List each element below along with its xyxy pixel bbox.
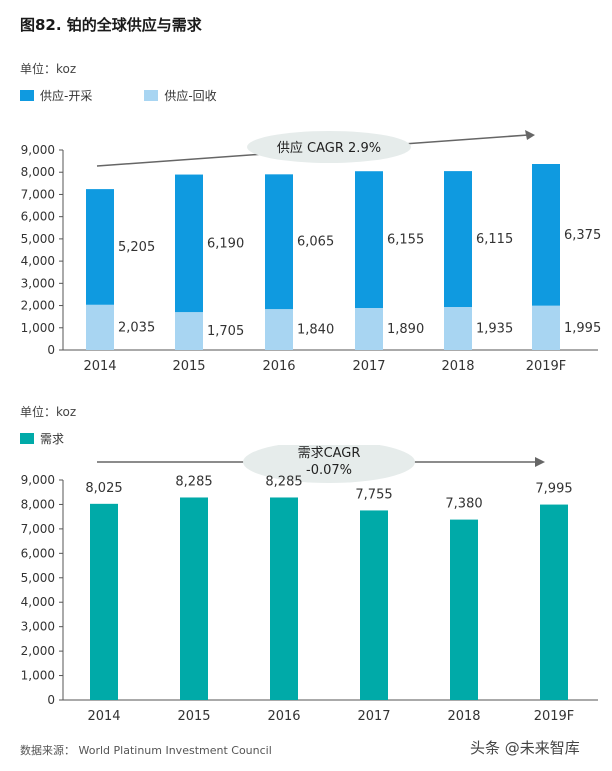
bar-recycling bbox=[265, 309, 293, 350]
legend-swatch-recycling bbox=[144, 90, 159, 101]
bar-recycling bbox=[86, 304, 114, 350]
data-label-mining: 6,065 bbox=[297, 235, 334, 250]
data-label-recycling: 1,840 bbox=[297, 323, 334, 338]
x-tick-label: 2016 bbox=[267, 709, 300, 724]
legend-item-demand: 需求 bbox=[20, 430, 64, 447]
legend-label-mining: 供应-开采 bbox=[40, 89, 93, 103]
demand-y-tick-label: 1,000 bbox=[21, 669, 55, 683]
legend-swatch-mining bbox=[20, 90, 34, 101]
demand-y-tick-label: 3,000 bbox=[21, 620, 55, 634]
bar-demand bbox=[540, 504, 568, 700]
bar-mining bbox=[175, 174, 203, 313]
demand-y-tick-label: 7,000 bbox=[21, 522, 55, 536]
supply-y-tick-label: 7,000 bbox=[21, 187, 55, 201]
bar-demand bbox=[450, 519, 478, 700]
supply-y-tick-label: 4,000 bbox=[21, 254, 55, 268]
demand-trend-label-line1: 需求CAGR bbox=[298, 446, 361, 461]
x-tick-label: 2014 bbox=[83, 359, 116, 374]
supply-y-tick-label: 3,000 bbox=[21, 276, 55, 290]
supply-y-tick-label: 9,000 bbox=[21, 143, 55, 157]
demand-y-tick-label: 8,000 bbox=[21, 497, 55, 511]
supply-y-tick-label: 2,000 bbox=[21, 299, 55, 313]
data-label-mining: 6,375 bbox=[564, 228, 601, 243]
demand-legend: 需求 bbox=[20, 430, 64, 447]
data-label-mining: 5,205 bbox=[118, 240, 155, 255]
legend-label-recycling: 供应-回收 bbox=[164, 89, 217, 103]
data-label-recycling: 1,935 bbox=[476, 322, 513, 337]
source-note: 数据来源： World Platinum Investment Council bbox=[20, 744, 272, 757]
data-label-recycling: 2,035 bbox=[118, 320, 155, 335]
demand-y-tick-label: 4,000 bbox=[21, 595, 55, 609]
x-tick-label: 2015 bbox=[177, 709, 210, 724]
x-tick-label: 2018 bbox=[447, 709, 480, 724]
data-label-demand: 8,285 bbox=[265, 474, 302, 489]
data-label-recycling: 1,995 bbox=[564, 321, 601, 336]
legend-label-demand: 需求 bbox=[40, 432, 65, 446]
data-label-recycling: 1,705 bbox=[207, 324, 244, 339]
demand-y-tick-label: 5,000 bbox=[21, 571, 55, 585]
supply-y-tick-label: 8,000 bbox=[21, 165, 55, 179]
x-tick-label: 2017 bbox=[352, 359, 385, 374]
demand-trend-bubble bbox=[243, 445, 415, 483]
bar-demand bbox=[90, 503, 118, 700]
bar-mining bbox=[86, 189, 114, 305]
demand-trend-arrow-head bbox=[535, 457, 545, 467]
supply-chart: 供应 CAGR 2.9% 0 1,000 2,000 3,000 4,000 5,000 6,… bbox=[21, 130, 601, 374]
data-label-demand: 7,995 bbox=[535, 482, 572, 497]
data-label-recycling: 1,890 bbox=[387, 322, 424, 337]
supply-y-tick-label: 6,000 bbox=[21, 210, 55, 224]
data-label-demand: 8,025 bbox=[85, 481, 122, 496]
data-label-demand: 7,380 bbox=[445, 497, 482, 512]
x-tick-label: 2014 bbox=[87, 709, 120, 724]
legend-swatch-demand bbox=[20, 433, 34, 444]
bar-recycling bbox=[532, 305, 560, 350]
demand-unit-label: 单位：koz bbox=[20, 405, 77, 419]
data-label-mining: 6,115 bbox=[476, 232, 513, 247]
data-label-mining: 6,190 bbox=[207, 236, 244, 251]
bar-mining bbox=[532, 164, 560, 306]
figure-title: 图82. 铂的全球供应与需求 bbox=[20, 16, 202, 34]
supply-trend-label: 供应 CAGR 2.9% bbox=[277, 140, 381, 156]
supply-y-tick-label: 1,000 bbox=[21, 321, 55, 335]
x-tick-label: 2016 bbox=[262, 359, 295, 374]
demand-y-tick-label: 0 bbox=[47, 693, 55, 707]
data-label-demand: 8,285 bbox=[175, 474, 212, 489]
bar-mining bbox=[444, 171, 472, 307]
demand-y-tick-label: 6,000 bbox=[21, 546, 55, 560]
x-tick-label: 2015 bbox=[172, 359, 205, 374]
watermark: 头条 @未来智库 bbox=[470, 739, 580, 757]
bar-mining bbox=[355, 171, 383, 308]
bar-recycling bbox=[355, 308, 383, 350]
legend-item-recycling: 供应-回收 bbox=[144, 87, 217, 104]
supply-y-tick-label: 5,000 bbox=[21, 232, 55, 246]
bar-demand bbox=[270, 497, 298, 700]
x-tick-label: 2019F bbox=[534, 709, 575, 724]
data-label-mining: 6,155 bbox=[387, 233, 424, 248]
demand-trend-label-line2: -0.07% bbox=[306, 463, 352, 478]
supply-trend-arrow-head bbox=[525, 130, 535, 140]
demand-y-tick-label: 9,000 bbox=[21, 473, 55, 487]
bar-recycling bbox=[175, 312, 203, 350]
bar-demand bbox=[180, 497, 208, 700]
bar-demand bbox=[360, 510, 388, 700]
supply-y-tick-label: 0 bbox=[47, 343, 55, 357]
demand-chart: 需求CAGR -0.07% 0 1,000 2,000 3,000 4,000 5,000 6,… bbox=[21, 445, 598, 724]
legend-item-mining: 供应-开采 bbox=[20, 87, 92, 104]
data-label-demand: 7,755 bbox=[355, 487, 392, 502]
supply-unit-label: 单位：koz bbox=[20, 62, 77, 76]
x-tick-label: 2017 bbox=[357, 709, 390, 724]
x-tick-label: 2019F bbox=[526, 359, 567, 374]
bar-recycling bbox=[444, 307, 472, 350]
supply-legend: 供应-开采 供应-回收 bbox=[20, 87, 217, 104]
demand-y-tick-label: 2,000 bbox=[21, 644, 55, 658]
supply-trend-bubble bbox=[247, 131, 411, 163]
x-tick-label: 2018 bbox=[441, 359, 474, 374]
bar-mining bbox=[265, 174, 293, 310]
